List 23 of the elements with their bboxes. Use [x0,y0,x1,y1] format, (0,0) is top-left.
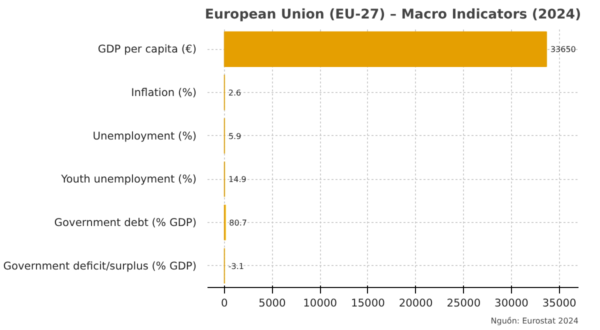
data-label: 14.9 [228,175,246,184]
y-tick-label: GDP per capita (€) [98,42,197,56]
y-tick-label: Inflation (%) [131,86,197,99]
x-tick-label: 0 [221,296,228,310]
y-tick-label: Government debt (% GDP) [54,216,197,229]
x-tick-label: 25000 [446,296,481,310]
text: Nguồn: Eurostat 2024 [490,316,579,326]
x-tick-label: 30000 [494,296,529,310]
x-tick-label: 15000 [351,296,386,310]
x-tick-label: 35000 [542,296,577,310]
data-label: 80.7 [229,218,247,228]
bar [224,31,547,67]
x-tick-label: 5000 [258,296,286,310]
y-tick-label: Youth unemployment (%) [60,172,197,186]
data-label: 5.9 [228,132,242,141]
x-tick-label: 20000 [398,296,433,310]
data-label: 2.6 [228,88,242,98]
y-tick-label: Government deficit/surplus (% GDP) [3,259,197,272]
data-label: 33650 [550,45,576,54]
data-label: -3.1 [228,262,244,271]
x-tick-label: 10000 [303,296,338,310]
chart-title: European Union (EU-27) – Macro Indicators (2024) [204,8,582,22]
y-tick-label: Unemployment (%) [92,129,197,142]
